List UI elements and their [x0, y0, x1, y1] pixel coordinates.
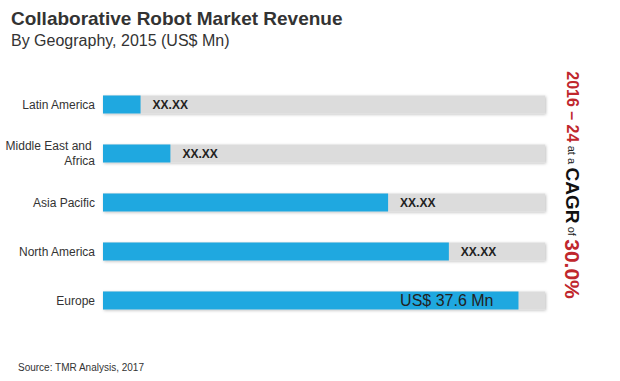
svg-text:of: of [566, 226, 578, 236]
svg-text:By Geography, 2015 (US$ Mn): By Geography, 2015 (US$ Mn) [11, 32, 229, 49]
svg-text:Middle East and: Middle East and [6, 139, 95, 153]
svg-text:2016 – 24: 2016 – 24 [564, 71, 581, 142]
svg-text:Latin America: Latin America [22, 98, 95, 112]
svg-text:North America: North America [19, 245, 95, 259]
svg-text:Asia Pacific: Asia Pacific [33, 196, 95, 210]
svg-text:XX.XX: XX.XX [153, 98, 188, 112]
svg-text:30.0%: 30.0% [561, 239, 584, 299]
svg-text:CAGR: CAGR [562, 167, 583, 223]
svg-text:at a: at a [566, 146, 578, 165]
svg-text:XX.XX: XX.XX [182, 147, 217, 161]
svg-text:Europe: Europe [56, 294, 95, 308]
svg-text:US$ 37.6 Mn: US$ 37.6 Mn [400, 292, 493, 309]
svg-text:Source: TMR Analysis, 2017: Source: TMR Analysis, 2017 [18, 362, 144, 373]
svg-text:XX.XX: XX.XX [461, 245, 496, 259]
svg-text:XX.XX: XX.XX [400, 196, 435, 210]
svg-text:Africa: Africa [64, 154, 95, 168]
svg-text:Collaborative Robot Market Rev: Collaborative Robot Market Revenue [11, 8, 343, 29]
